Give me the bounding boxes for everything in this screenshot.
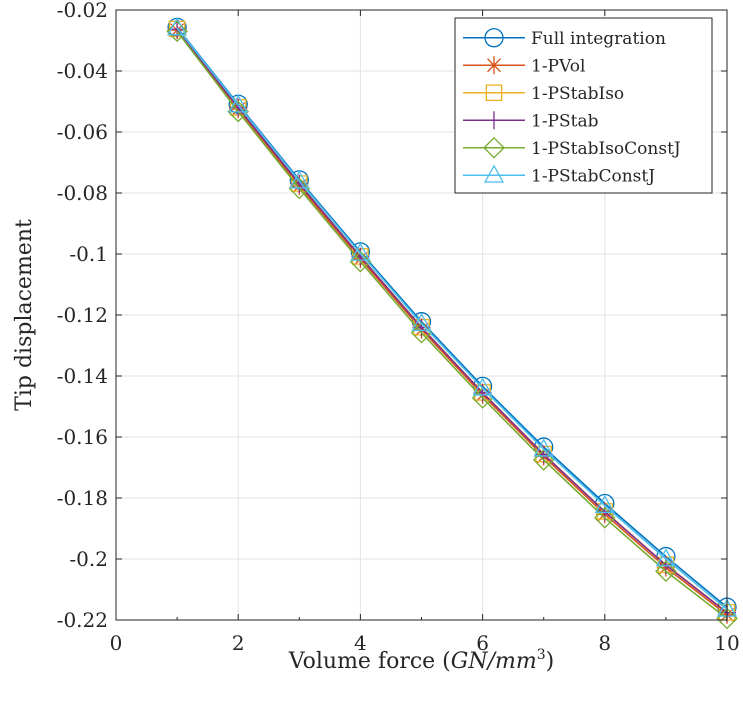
x-axis-label: Volume force (GN/mm3) (288, 647, 555, 674)
legend-label: Full integration (531, 29, 666, 49)
x-axis-label-text: Volume force ( (288, 649, 451, 674)
x-tick-label: 4 (354, 631, 367, 655)
data-point (716, 607, 738, 630)
y-tick-label: -0.2 (69, 547, 108, 571)
legend-label: 1-PStabConstJ (531, 166, 655, 186)
series-1-PStabIsoConstJ (166, 20, 738, 630)
x-axis-label-close: ) (546, 649, 555, 674)
data-point (472, 377, 493, 396)
data-point (166, 17, 188, 36)
data-point (533, 438, 554, 457)
data-point (594, 494, 615, 514)
series-line (176, 27, 728, 610)
data-point (288, 177, 311, 200)
series-line (176, 29, 728, 616)
legend-label: 1-PVol (531, 56, 585, 76)
y-tick-label: -0.16 (57, 425, 108, 449)
legend-entry: Full integration (463, 28, 666, 49)
legend-entry: 1-PVol (463, 56, 585, 76)
x-tick-label: 10 (714, 631, 739, 655)
y-tick-label: -0.12 (57, 303, 108, 327)
data-point (411, 312, 432, 331)
data-point (655, 548, 677, 567)
legend-entry: 1-PStab (463, 111, 599, 131)
legend-label: 1-PStabIso (531, 84, 624, 104)
y-tick-label: -0.22 (57, 608, 108, 632)
series-line (176, 28, 728, 614)
legend-marker (485, 84, 503, 102)
data-point (228, 94, 249, 113)
series-line (176, 30, 728, 620)
data-point (289, 170, 310, 189)
data-point (593, 507, 616, 529)
legend-entry: 1-PStabIsoConstJ (463, 136, 681, 159)
y-tick-label: -0.14 (57, 364, 108, 388)
series-layer (166, 17, 738, 630)
y-tick-label: -0.02 (57, 0, 108, 22)
legend-marker (483, 164, 505, 183)
legend-marker (485, 56, 503, 75)
x-tick-label: 6 (476, 631, 489, 655)
legend-marker (483, 136, 505, 159)
legend-label: 1-PStabIsoConstJ (531, 139, 681, 159)
x-tick-label: 2 (232, 631, 245, 655)
data-point (655, 560, 677, 583)
y-tick-label: -0.18 (57, 486, 108, 510)
x-tick-label: 8 (598, 631, 611, 655)
legend-box (454, 17, 713, 194)
y-tick-label: -0.1 (69, 242, 108, 266)
data-point (166, 20, 188, 43)
x-axis-label-math: GN/mm (451, 649, 537, 674)
legend-entry: 1-PStabIso (463, 84, 624, 104)
y-tick-label: -0.08 (57, 181, 108, 205)
axis-ticks (115, 9, 728, 621)
y-tick-label: -0.04 (57, 59, 108, 83)
tick-labels: 0 2 4 6 8 10 -0.22 -0.2 -0.18 -0.16 -0.14 -0.12 -0.1… (57, 0, 740, 655)
legend-marker (485, 111, 503, 130)
legend-marker (484, 28, 504, 48)
data-point (349, 250, 372, 273)
y-tick-label: -0.06 (57, 120, 108, 144)
x-tick-label: 0 (110, 631, 123, 655)
legend: Full integration 1-PVol 1-PStabIso 1-PStab 1… (454, 17, 713, 194)
legend-label: 1-PStab (531, 111, 599, 131)
y-axis-label: Tip displacement (12, 219, 37, 411)
data-point (350, 242, 371, 261)
legend-entry: 1-PStabConstJ (463, 164, 655, 186)
x-axis-label-superscript: 3 (537, 647, 546, 663)
